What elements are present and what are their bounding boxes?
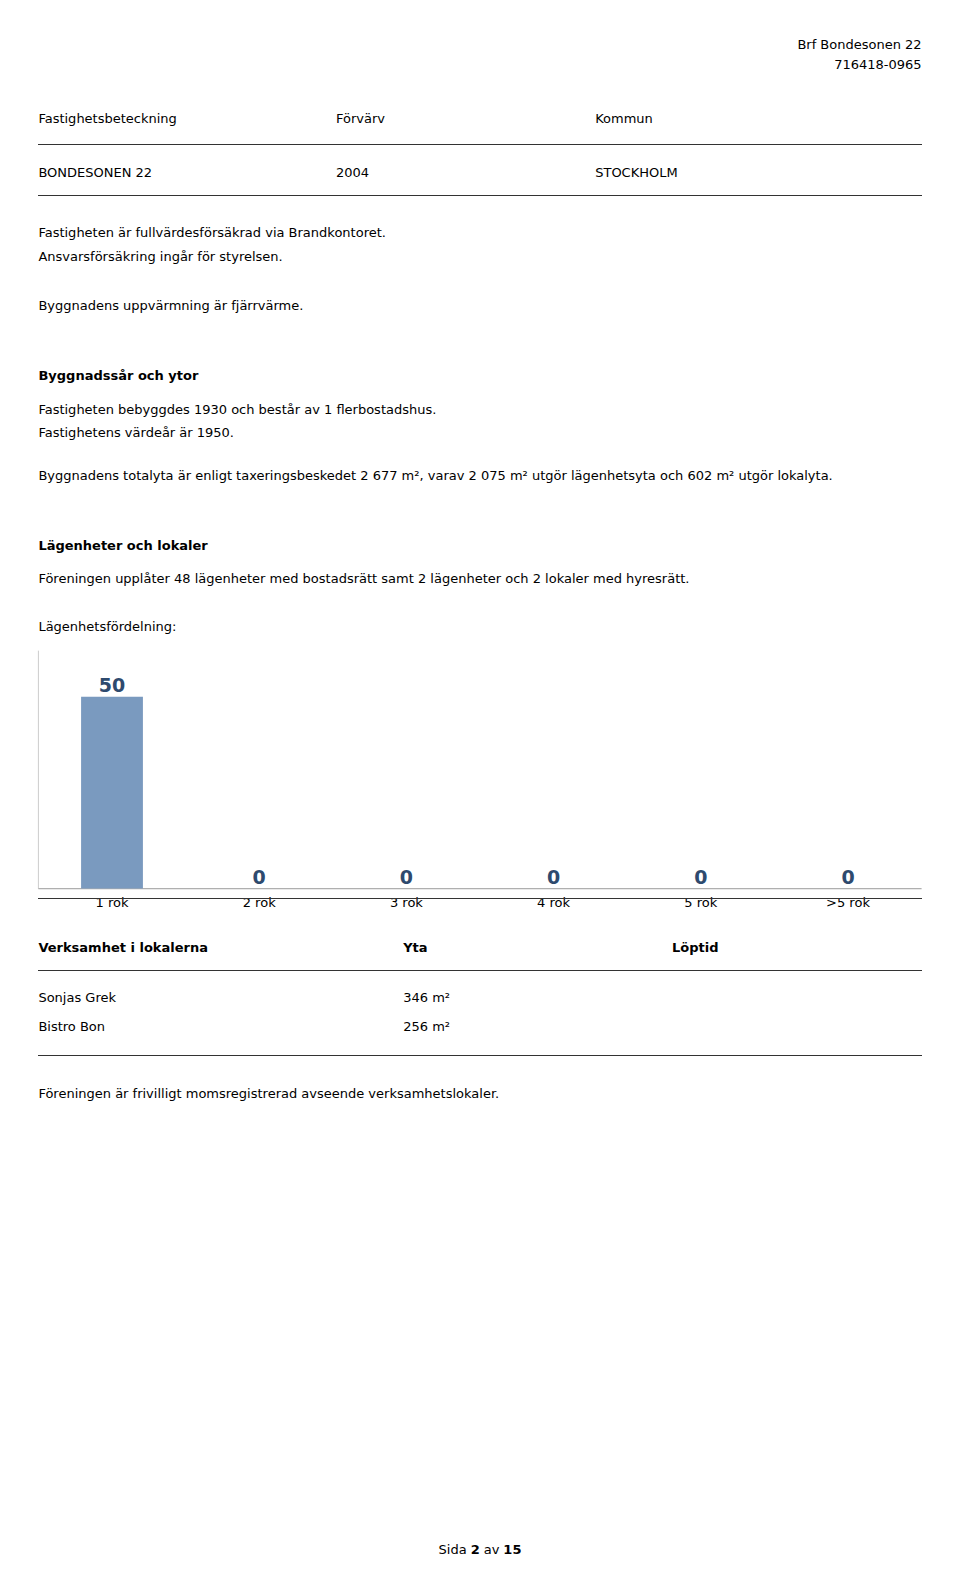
- table-header: Verksamhet i lokalerna: [38, 940, 208, 956]
- header-right: 716418-0965: [834, 57, 921, 73]
- paragraph: Fastigheten är fullvärdesförsäkrad via B…: [38, 225, 386, 241]
- section-title: Byggnadssår och ytor: [38, 368, 198, 384]
- x-axis-line: [38, 888, 921, 889]
- data-label: 0: [694, 866, 707, 888]
- bar-chart: 50 0 0 0 0 0 1 rok 2 rok 3 rok 4 rok 5 rok >5 rok: [0, 0, 960, 1587]
- x-tick-label: 2 rok: [243, 895, 276, 910]
- separator-line: [38, 970, 921, 971]
- y-axis-line: [38, 651, 39, 889]
- x-tick-label: 1 rok: [96, 895, 129, 910]
- data-label: 50: [99, 674, 125, 696]
- table-header: Yta: [403, 940, 427, 956]
- table-header: Löptid: [672, 940, 719, 956]
- page-footer: Sida 2 av15: [0, 1542, 960, 1557]
- bar: [670, 888, 732, 889]
- bar: [81, 697, 143, 889]
- data-label: 0: [547, 866, 560, 888]
- paragraph: Föreningen upplåter 48 lägenheter med bo…: [38, 571, 689, 587]
- header-right: Brf Bondesonen 22: [797, 37, 921, 53]
- separator-line: [38, 144, 921, 145]
- section-title: Lägenheter och lokaler: [38, 538, 207, 554]
- chart-label: Lägenhetsfördelning:: [38, 619, 176, 635]
- paragraph: Byggnadens uppvärmning är fjärrvärme.: [38, 298, 303, 314]
- bar: [375, 888, 437, 889]
- x-tick-label: 4 rok: [537, 895, 570, 910]
- x-tick-label: 5 rok: [684, 895, 717, 910]
- table-cell: BONDESONEN 22: [38, 165, 152, 181]
- separator-line: [38, 1055, 921, 1056]
- table-cell: STOCKHOLM: [595, 165, 678, 181]
- table-header: Förvärv: [336, 111, 385, 127]
- separator-line: [38, 195, 921, 196]
- bar: [523, 888, 585, 889]
- bar: [228, 888, 290, 889]
- x-tick-label: 3 rok: [390, 895, 423, 910]
- table-cell: 346 m²: [403, 990, 450, 1006]
- table-cell: Sonjas Grek: [38, 990, 116, 1006]
- data-label: 0: [841, 866, 854, 888]
- page-footer-part: 2: [471, 1542, 480, 1557]
- page-footer-part: 15: [503, 1542, 521, 1557]
- table-cell: 2004: [336, 165, 369, 181]
- table-header: Kommun: [595, 111, 653, 127]
- data-label: 0: [400, 866, 413, 888]
- bars: [81, 697, 143, 889]
- paragraph: Ansvarsförsäkring ingår för styrelsen.: [38, 249, 282, 265]
- page-footer-part: Sida: [439, 1542, 467, 1557]
- page-footer-part: av: [484, 1542, 500, 1557]
- x-tick-label: >5 rok: [826, 895, 870, 910]
- paragraph: Föreningen är frivilligt momsregistrerad…: [38, 1086, 499, 1102]
- paragraph: Fastighetens värdeår är 1950.: [38, 425, 234, 441]
- paragraph: Byggnadens totalyta är enligt taxeringsb…: [38, 468, 832, 484]
- paragraph: Fastigheten bebyggdes 1930 och består av…: [38, 402, 436, 418]
- table-header: Fastighetsbeteckning: [38, 111, 176, 127]
- bar: [817, 888, 879, 889]
- table-cell: 256 m²: [403, 1019, 450, 1035]
- data-label: 0: [253, 866, 266, 888]
- table-cell: Bistro Bon: [38, 1019, 105, 1035]
- separator-line: [38, 898, 921, 899]
